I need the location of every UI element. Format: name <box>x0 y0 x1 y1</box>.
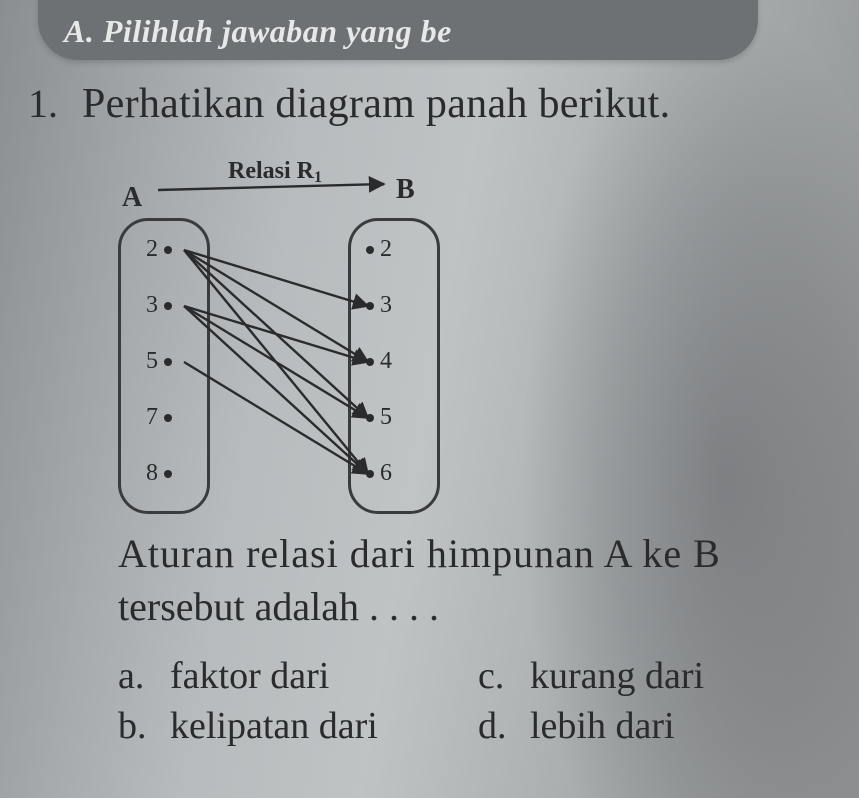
arrow-diagram: Relasi R1 A B 2 3 5 7 8 2 3 4 5 6 <box>118 158 468 518</box>
rule-line-2: tersebut adalah . . . . <box>118 583 835 630</box>
question-row: 1. Perhatikan diagram panah berikut. <box>28 80 839 128</box>
set-b-item: 2 <box>366 236 392 263</box>
set-b-item: 5 <box>366 404 392 431</box>
question-number: 1. <box>28 80 58 127</box>
set-b-item: 3 <box>366 292 392 319</box>
choice-c-label: c. <box>478 654 512 698</box>
set-a-label: A <box>122 182 142 214</box>
choice-b-label: b. <box>118 704 152 748</box>
section-header-text: A. Pilihlah jawaban yang be <box>64 13 452 50</box>
choice-a-text: faktor dari <box>170 654 329 698</box>
relation-label-text: Relasi R <box>228 158 314 184</box>
choice-c[interactable]: c. kurang dari <box>478 654 704 698</box>
relation-label-sub: 1 <box>314 169 322 186</box>
choice-d[interactable]: d. lebih dari <box>478 704 675 748</box>
choice-a-label: a. <box>118 654 152 698</box>
choice-d-text: lebih dari <box>530 704 675 748</box>
set-b-box <box>348 218 440 514</box>
set-a-item: 2 <box>146 236 172 263</box>
relation-label: Relasi R1 <box>228 158 322 185</box>
set-a-item: 7 <box>146 404 172 431</box>
rule-line-1: Aturan relasi dari himpunan A ke B <box>118 530 835 577</box>
set-b-item: 4 <box>366 348 392 375</box>
set-b-item: 6 <box>366 460 392 487</box>
question-text: Perhatikan diagram panah berikut. <box>82 80 670 128</box>
set-b-label: B <box>396 174 415 206</box>
choice-b-text: kelipatan dari <box>170 704 378 748</box>
question-rule: Aturan relasi dari himpunan A ke B terse… <box>118 530 835 630</box>
set-a-item: 8 <box>146 460 172 487</box>
choice-b[interactable]: b. kelipatan dari <box>118 704 478 748</box>
answer-choices: a. faktor dari c. kurang dari b. kelipat… <box>118 648 818 748</box>
section-header-pill: A. Pilihlah jawaban yang be <box>38 0 758 60</box>
choice-d-label: d. <box>478 704 512 748</box>
set-a-item: 5 <box>146 348 172 375</box>
choice-a[interactable]: a. faktor dari <box>118 654 478 698</box>
set-a-item: 3 <box>146 292 172 319</box>
choice-c-text: kurang dari <box>530 654 704 698</box>
